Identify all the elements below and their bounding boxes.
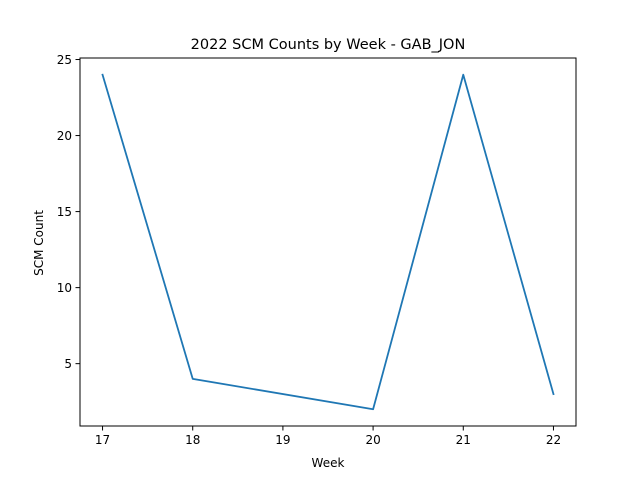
x-axis-label: Week xyxy=(312,456,345,470)
x-tick-label: 20 xyxy=(365,433,380,447)
x-tick-label: 17 xyxy=(95,433,110,447)
y-axis-label: SCM Count xyxy=(32,210,46,276)
x-tick-label: 22 xyxy=(546,433,561,447)
y-tick-label: 25 xyxy=(57,53,72,67)
y-tick-label: 5 xyxy=(64,357,72,371)
x-tick-label: 18 xyxy=(185,433,200,447)
chart-title: 2022 SCM Counts by Week - GAB_JON xyxy=(191,37,466,53)
y-tick-label: 10 xyxy=(57,281,72,295)
x-tick-label: 21 xyxy=(456,433,471,447)
y-tick-label: 20 xyxy=(57,129,72,143)
x-tick-label: 19 xyxy=(275,433,290,447)
y-tick-label: 15 xyxy=(57,205,72,219)
